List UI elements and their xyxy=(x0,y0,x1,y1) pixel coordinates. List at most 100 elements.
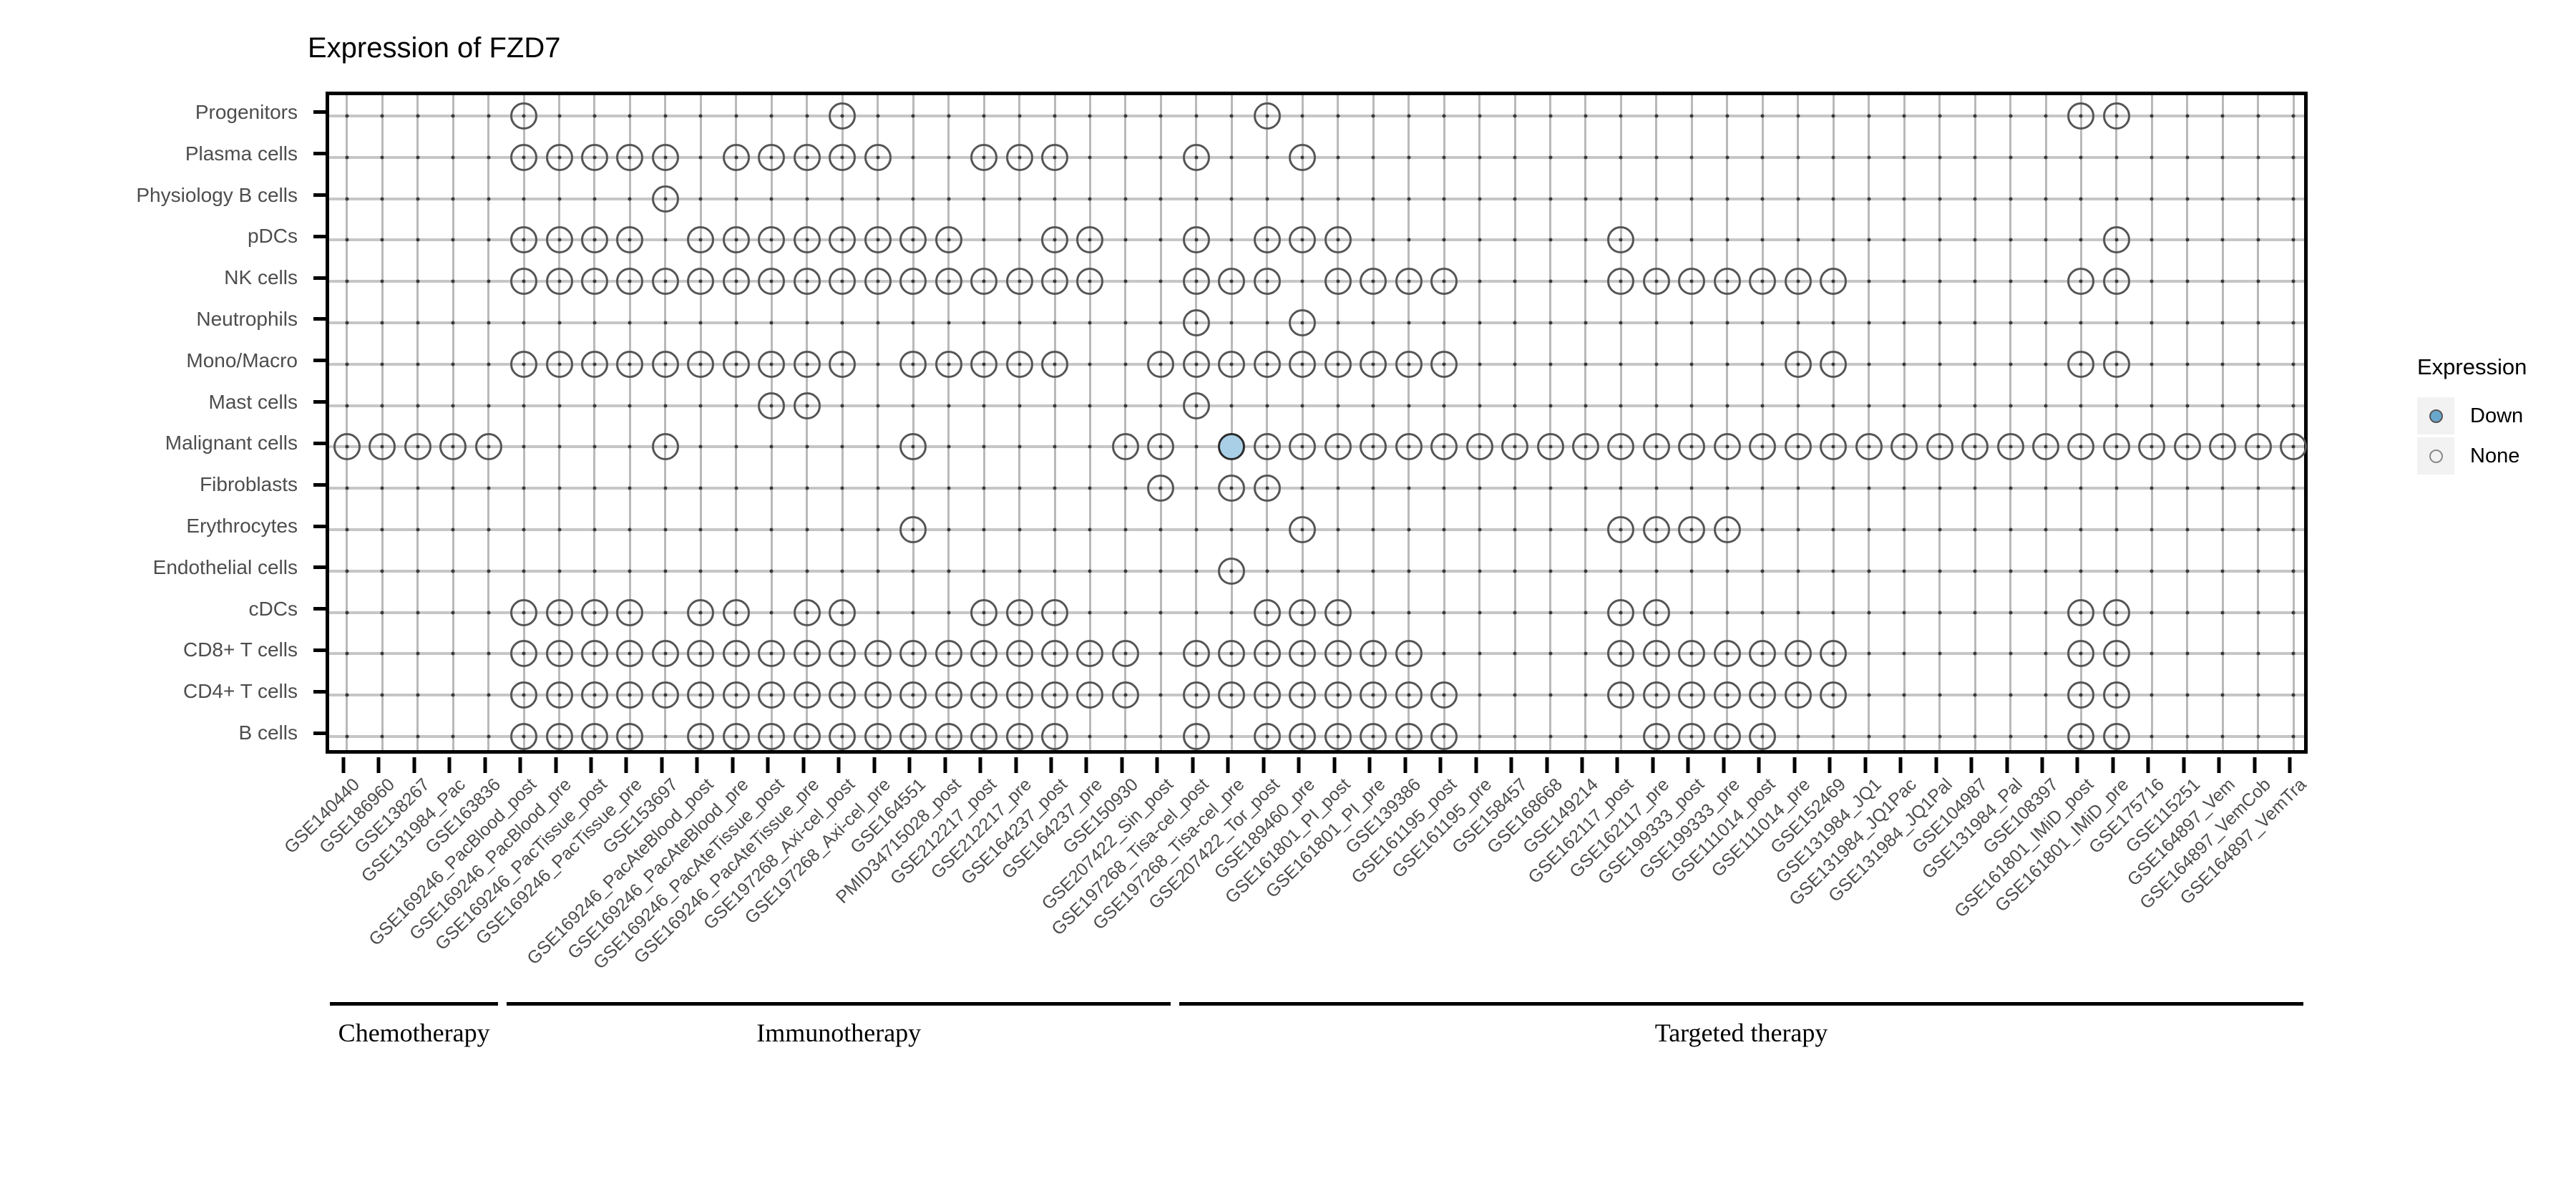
point-down[interactable] xyxy=(1218,433,1246,461)
point-none[interactable] xyxy=(1111,640,1139,668)
point-none[interactable] xyxy=(793,350,821,378)
point-none[interactable] xyxy=(1749,433,1777,461)
point-none[interactable] xyxy=(1642,516,1670,544)
point-none[interactable] xyxy=(793,723,821,751)
point-none[interactable] xyxy=(2032,433,2060,461)
point-none[interactable] xyxy=(1395,433,1423,461)
point-none[interactable] xyxy=(1855,433,1883,461)
point-none[interactable] xyxy=(580,640,608,668)
point-none[interactable] xyxy=(1324,640,1352,668)
point-none[interactable] xyxy=(1005,640,1033,668)
point-none[interactable] xyxy=(580,143,608,171)
point-none[interactable] xyxy=(510,681,538,709)
point-none[interactable] xyxy=(510,350,538,378)
point-none[interactable] xyxy=(545,598,573,626)
point-none[interactable] xyxy=(1218,350,1246,378)
point-none[interactable] xyxy=(864,681,892,709)
point-none[interactable] xyxy=(899,723,927,751)
point-none[interactable] xyxy=(1253,723,1281,751)
point-none[interactable] xyxy=(1360,268,1387,296)
point-none[interactable] xyxy=(793,143,821,171)
point-none[interactable] xyxy=(1005,350,1033,378)
point-none[interactable] xyxy=(899,681,927,709)
point-none[interactable] xyxy=(935,640,962,668)
point-none[interactable] xyxy=(722,268,750,296)
point-none[interactable] xyxy=(1289,598,1317,626)
point-none[interactable] xyxy=(1395,723,1423,751)
point-none[interactable] xyxy=(580,681,608,709)
point-none[interactable] xyxy=(758,392,786,419)
point-none[interactable] xyxy=(829,226,857,254)
point-none[interactable] xyxy=(829,143,857,171)
point-none[interactable] xyxy=(404,433,431,461)
point-none[interactable] xyxy=(1253,350,1281,378)
point-none[interactable] xyxy=(1820,640,1848,668)
point-none[interactable] xyxy=(616,598,644,626)
point-none[interactable] xyxy=(1147,433,1175,461)
point-none[interactable] xyxy=(1182,723,1210,751)
point-none[interactable] xyxy=(1182,308,1210,336)
point-none[interactable] xyxy=(1820,268,1848,296)
point-none[interactable] xyxy=(1360,433,1387,461)
point-none[interactable] xyxy=(970,723,998,751)
point-none[interactable] xyxy=(1926,433,1953,461)
point-none[interactable] xyxy=(970,681,998,709)
point-none[interactable] xyxy=(1607,598,1635,626)
point-none[interactable] xyxy=(651,268,679,296)
point-none[interactable] xyxy=(970,268,998,296)
point-none[interactable] xyxy=(1360,681,1387,709)
point-none[interactable] xyxy=(687,640,715,668)
point-none[interactable] xyxy=(1324,723,1352,751)
point-none[interactable] xyxy=(722,681,750,709)
point-none[interactable] xyxy=(1642,723,1670,751)
point-none[interactable] xyxy=(1678,433,1706,461)
point-none[interactable] xyxy=(829,681,857,709)
point-none[interactable] xyxy=(829,640,857,668)
point-none[interactable] xyxy=(510,143,538,171)
point-none[interactable] xyxy=(1005,723,1033,751)
point-none[interactable] xyxy=(1784,640,1812,668)
point-none[interactable] xyxy=(616,681,644,709)
point-none[interactable] xyxy=(1713,433,1741,461)
point-none[interactable] xyxy=(793,640,821,668)
point-none[interactable] xyxy=(899,433,927,461)
point-none[interactable] xyxy=(1111,681,1139,709)
point-none[interactable] xyxy=(1430,681,1458,709)
point-none[interactable] xyxy=(758,350,786,378)
point-none[interactable] xyxy=(1395,640,1423,668)
point-none[interactable] xyxy=(651,350,679,378)
point-none[interactable] xyxy=(510,640,538,668)
point-none[interactable] xyxy=(829,102,857,130)
point-none[interactable] xyxy=(1820,681,1848,709)
point-none[interactable] xyxy=(1253,475,1281,502)
point-none[interactable] xyxy=(1218,475,1246,502)
point-none[interactable] xyxy=(510,723,538,751)
point-none[interactable] xyxy=(1182,392,1210,419)
point-none[interactable] xyxy=(545,640,573,668)
point-none[interactable] xyxy=(1324,598,1352,626)
point-none[interactable] xyxy=(2280,433,2308,461)
point-none[interactable] xyxy=(1253,102,1281,130)
point-none[interactable] xyxy=(1253,268,1281,296)
point-none[interactable] xyxy=(1218,681,1246,709)
point-none[interactable] xyxy=(369,433,396,461)
point-none[interactable] xyxy=(1041,723,1069,751)
point-none[interactable] xyxy=(651,143,679,171)
point-none[interactable] xyxy=(899,516,927,544)
point-none[interactable] xyxy=(1678,640,1706,668)
point-none[interactable] xyxy=(2102,723,2130,751)
point-none[interactable] xyxy=(722,226,750,254)
point-none[interactable] xyxy=(580,598,608,626)
point-none[interactable] xyxy=(687,268,715,296)
point-none[interactable] xyxy=(899,350,927,378)
point-none[interactable] xyxy=(1253,681,1281,709)
point-none[interactable] xyxy=(687,681,715,709)
point-none[interactable] xyxy=(1289,308,1317,336)
point-none[interactable] xyxy=(1749,268,1777,296)
point-none[interactable] xyxy=(510,102,538,130)
point-none[interactable] xyxy=(1324,681,1352,709)
point-none[interactable] xyxy=(1395,350,1423,378)
point-none[interactable] xyxy=(1360,723,1387,751)
point-none[interactable] xyxy=(793,681,821,709)
point-none[interactable] xyxy=(1041,268,1069,296)
